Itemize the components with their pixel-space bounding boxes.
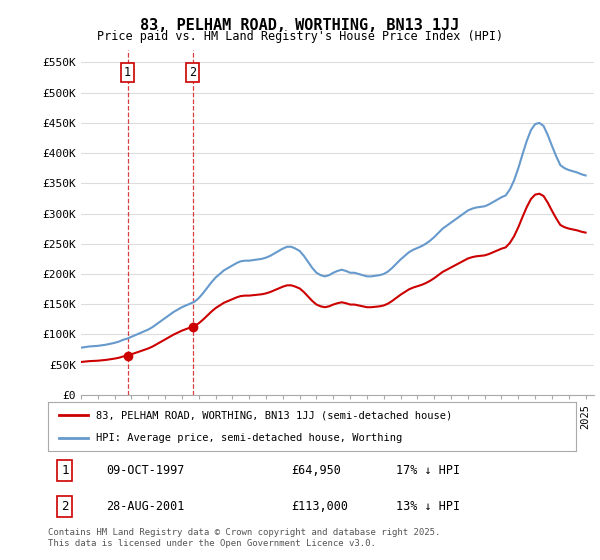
Text: £64,950: £64,950 <box>291 464 341 477</box>
Text: 17% ↓ HPI: 17% ↓ HPI <box>397 464 461 477</box>
Text: 2: 2 <box>61 500 69 513</box>
Text: 09-OCT-1997: 09-OCT-1997 <box>106 464 184 477</box>
Text: 83, PELHAM ROAD, WORTHING, BN13 1JJ (semi-detached house): 83, PELHAM ROAD, WORTHING, BN13 1JJ (sem… <box>95 410 452 420</box>
Text: £113,000: £113,000 <box>291 500 348 513</box>
Text: Contains HM Land Registry data © Crown copyright and database right 2025.
This d: Contains HM Land Registry data © Crown c… <box>48 528 440 548</box>
Text: 2: 2 <box>189 66 196 79</box>
Text: 1: 1 <box>61 464 69 477</box>
Text: 13% ↓ HPI: 13% ↓ HPI <box>397 500 461 513</box>
Text: 83, PELHAM ROAD, WORTHING, BN13 1JJ: 83, PELHAM ROAD, WORTHING, BN13 1JJ <box>140 18 460 33</box>
Text: 28-AUG-2001: 28-AUG-2001 <box>106 500 184 513</box>
Text: 1: 1 <box>124 66 131 79</box>
Text: Price paid vs. HM Land Registry's House Price Index (HPI): Price paid vs. HM Land Registry's House … <box>97 30 503 43</box>
Text: HPI: Average price, semi-detached house, Worthing: HPI: Average price, semi-detached house,… <box>95 433 402 442</box>
